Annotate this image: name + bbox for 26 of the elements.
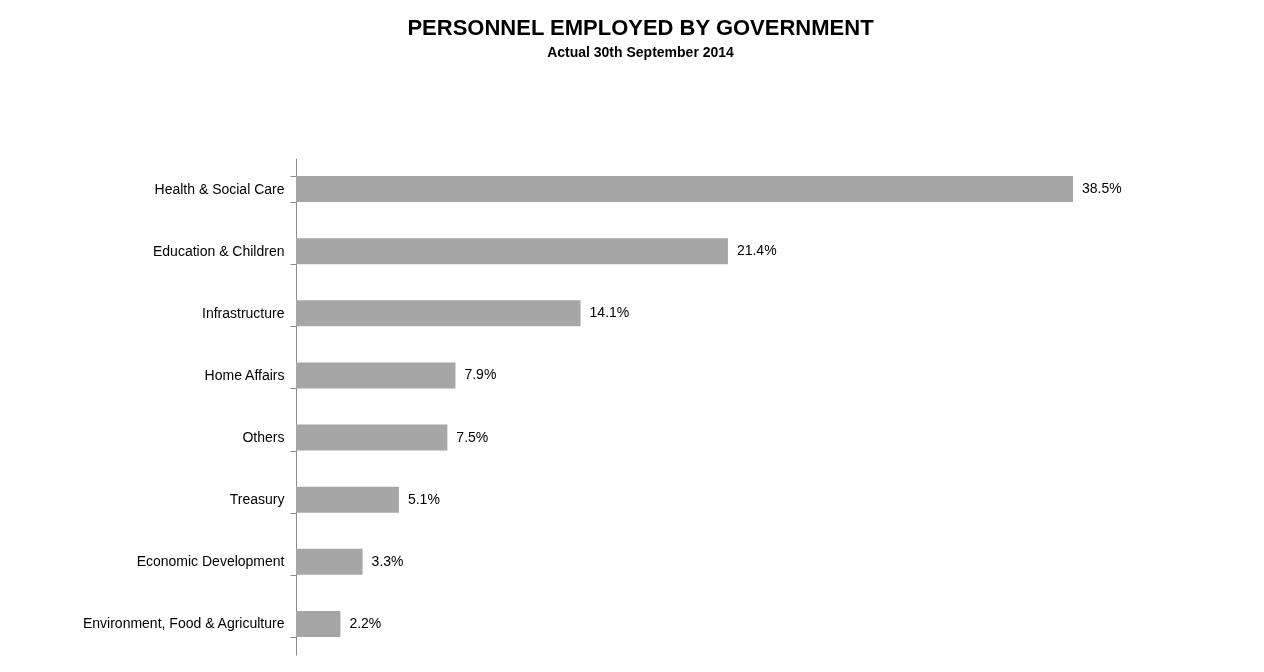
y-tick-label: Environment, Food & Agriculture	[82, 615, 285, 632]
data-label: 7.9%	[464, 366, 497, 383]
y-tick-label: Health & Social Care	[154, 180, 285, 197]
bar	[296, 238, 728, 265]
bar	[296, 176, 1073, 203]
data-label: 14.1%	[589, 304, 630, 321]
data-label: 3.3%	[371, 552, 404, 569]
y-tick-label: Treasury	[229, 491, 285, 508]
bar	[296, 362, 456, 389]
data-label: 21.4%	[736, 242, 777, 259]
bar	[296, 300, 581, 327]
bar	[296, 486, 399, 513]
y-tick-label: Economic Development	[136, 553, 285, 570]
data-label: 5.1%	[407, 490, 440, 507]
bar	[296, 424, 448, 451]
data-label: 2.2%	[349, 614, 382, 631]
chart-subtitle: Actual 30th September 2014	[547, 44, 735, 60]
y-tick-label: Others	[242, 429, 285, 446]
bar	[296, 548, 363, 575]
chart-title: PERSONNEL EMPLOYED BY GOVERNMENT	[407, 15, 875, 40]
y-tick-label: Home Affairs	[204, 366, 285, 383]
data-label: 38.5%	[1082, 180, 1122, 197]
data-label: 7.5%	[456, 428, 489, 445]
bar	[296, 610, 341, 637]
y-tick-label: Infrastructure	[202, 304, 285, 321]
y-tick-label: Education & Children	[152, 242, 285, 259]
